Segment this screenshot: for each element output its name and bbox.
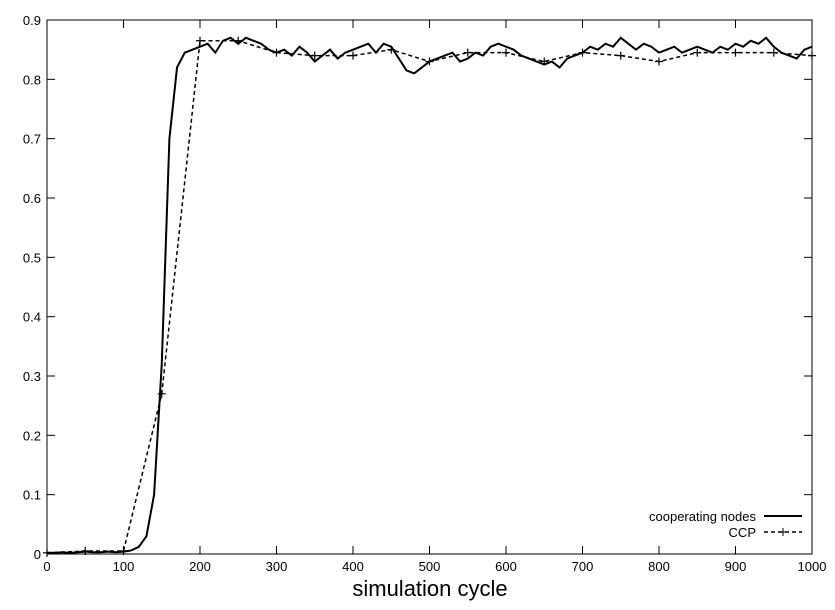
- y-tick-label: 0.6: [23, 191, 41, 206]
- x-tick-label: 100: [113, 559, 135, 574]
- series-line: [46, 40, 813, 554]
- point-marker: [349, 51, 357, 60]
- x-axis-label: simulation cycle: [352, 576, 507, 601]
- x-tick-label: 0: [43, 559, 50, 574]
- x-tick-label: 200: [189, 559, 211, 574]
- point-marker: [578, 48, 587, 57]
- point-marker: [272, 48, 281, 57]
- y-tick-label: 0.9: [23, 13, 41, 28]
- y-tick-label: 0.2: [23, 428, 41, 443]
- x-tick-label: 900: [725, 559, 747, 574]
- point-marker: [196, 36, 204, 45]
- point-marker: [43, 548, 51, 557]
- point-marker: [502, 48, 510, 57]
- y-tick-label: 0.4: [23, 310, 41, 325]
- point-marker: [693, 48, 702, 57]
- point-marker: [310, 51, 319, 60]
- series-line: [47, 36, 813, 554]
- point-marker: [387, 45, 396, 54]
- point-marker: [655, 57, 663, 66]
- point-marker: [731, 48, 740, 57]
- y-tick-label: 0.1: [23, 488, 41, 503]
- x-tick-label: 500: [419, 559, 441, 574]
- point-marker: [463, 48, 472, 57]
- point-marker: [119, 547, 128, 556]
- y-tick-label: 0.5: [23, 250, 41, 265]
- point-marker: [234, 36, 243, 45]
- x-tick-label: 800: [648, 559, 670, 574]
- point-marker: [616, 51, 625, 60]
- x-tick-label: 1000: [798, 559, 827, 574]
- x-tick-label: 300: [266, 559, 288, 574]
- plot-frame: [46, 19, 813, 555]
- point-marker: [808, 51, 816, 60]
- x-tick-label: 700: [572, 559, 594, 574]
- point-marker: [425, 57, 434, 66]
- point-marker: [157, 389, 166, 398]
- y-tick-label: 0.7: [23, 132, 41, 147]
- point-marker: [540, 57, 549, 66]
- y-tick-label: 0.3: [23, 369, 41, 384]
- legend-label: CCP: [729, 525, 756, 540]
- point-marker: [769, 48, 778, 57]
- y-tick-label: 0: [34, 547, 41, 562]
- x-tick-label: 600: [495, 559, 517, 574]
- x-tick-label: 400: [342, 559, 364, 574]
- legend-marker: [779, 528, 787, 536]
- legend-label: cooperating nodes: [649, 509, 756, 524]
- point-marker: [81, 547, 90, 556]
- y-tick-label: 0.8: [23, 72, 41, 87]
